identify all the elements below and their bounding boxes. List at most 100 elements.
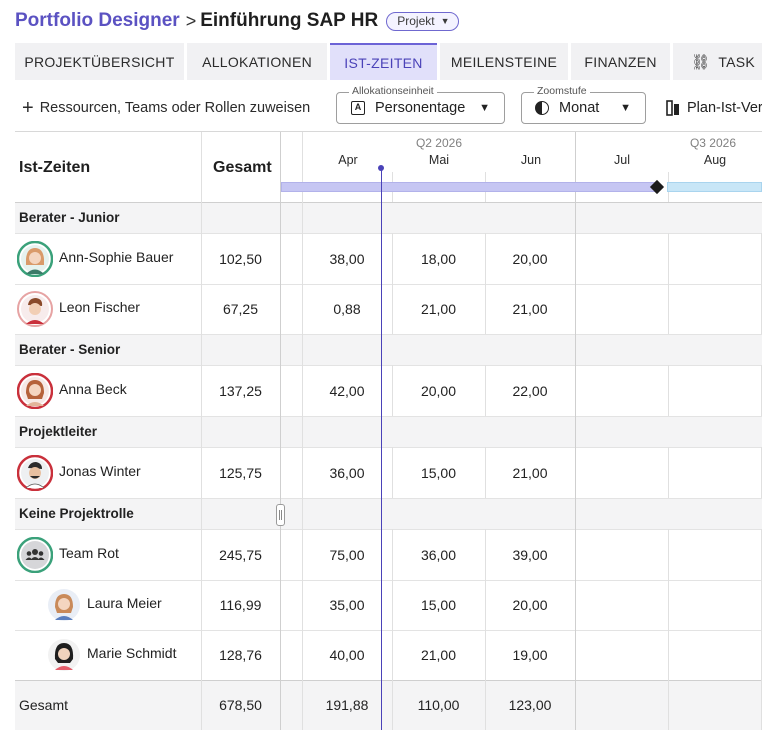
person-name[interactable]: Marie Schmidt — [87, 645, 177, 661]
month-label: Mai — [428, 153, 450, 167]
month-cell[interactable]: 22,00 — [512, 383, 548, 399]
month-cell[interactable]: 15,00 — [420, 597, 457, 613]
group-title: Berater - Junior — [19, 210, 120, 225]
column-title-gesamt: Gesamt — [213, 159, 272, 176]
dropdown-arrow-icon: ▼ — [479, 102, 490, 114]
avatar — [46, 637, 82, 673]
group-row[interactable]: Berater - Junior — [15, 202, 762, 233]
allocation-unit-label: Allokationseinheit — [349, 85, 437, 97]
avatar — [16, 372, 54, 410]
today-marker — [378, 165, 384, 171]
month-cell[interactable]: 21,00 — [420, 647, 457, 663]
month-cell[interactable]: 20,00 — [512, 597, 548, 613]
month-cell[interactable]: 40,00 — [329, 647, 365, 663]
tab-projektuebersicht[interactable]: PROJEKTÜBERSICHT — [15, 43, 184, 80]
actuals-grid: Berater - Junior Berater - Senior Projek… — [15, 131, 762, 730]
tab-label: PROJEKTÜBERSICHT — [24, 53, 175, 70]
project-type-badge[interactable]: Projekt ▼ — [386, 11, 459, 31]
tab-finanzen[interactable]: FINANZEN — [571, 43, 670, 80]
person-name[interactable]: Laura Meier — [87, 595, 162, 611]
breadcrumb: Portfolio Designer > Einführung SAP HR P… — [15, 8, 459, 34]
badge-label: Projekt — [397, 13, 435, 28]
month-cell[interactable]: 35,00 — [329, 597, 365, 613]
group-title: Berater - Senior — [19, 342, 121, 357]
total-cell: 128,76 — [219, 647, 262, 663]
month-cell[interactable]: 38,00 — [329, 251, 365, 267]
month-cell[interactable]: 0,88 — [333, 301, 361, 317]
group-title: Keine Projektrolle — [19, 506, 134, 521]
pane-splitter-handle[interactable] — [276, 504, 285, 526]
month-label: Aug — [703, 153, 727, 167]
footer-month-cell: 191,88 — [325, 697, 369, 713]
avatar — [17, 291, 53, 327]
tab-label: ALLOKATIONEN — [202, 53, 312, 70]
tab-bar: PROJEKTÜBERSICHT ALLOKATIONEN IST-ZEITEN… — [15, 43, 762, 80]
person-name[interactable]: Ann-Sophie Bauer — [59, 249, 174, 265]
column-title-ist-zeiten: Ist-Zeiten — [19, 159, 91, 176]
tab-allokationen[interactable]: ALLOKATIONEN — [186, 43, 328, 80]
footer-month-cell: 110,00 — [417, 697, 460, 713]
tab-meilensteine[interactable]: MEILENSTEINE — [439, 43, 569, 80]
allocation-unit-value: Personentage — [375, 100, 466, 116]
total-cell: 102,50 — [219, 251, 262, 267]
footer-month-cell: 123,00 — [508, 697, 552, 713]
month-cell[interactable]: 19,00 — [512, 647, 548, 663]
portfolio-designer-link[interactable]: Portfolio Designer — [15, 10, 180, 31]
group-row[interactable]: Keine Projektrolle — [15, 498, 762, 529]
zoom-value: Monat — [559, 100, 600, 116]
month-label: Jun — [520, 153, 542, 167]
assign-label: Ressourcen, Teams oder Rollen zuweisen — [39, 100, 311, 116]
month-cell[interactable]: 15,00 — [420, 465, 457, 481]
month-cell[interactable]: 21,00 — [420, 301, 457, 317]
total-cell: 245,75 — [219, 547, 262, 563]
person-name[interactable]: Anna Beck — [59, 381, 127, 397]
person-name[interactable]: Jonas Winter — [59, 463, 141, 479]
tab-label: MEILENSTEINE — [450, 53, 558, 70]
project-timeline-bar-future — [667, 182, 762, 192]
dropdown-arrow-icon: ▼ — [620, 102, 631, 114]
zoom-select[interactable]: Zoomstufe Monat ▼ — [521, 85, 646, 124]
person-name[interactable]: Leon Fischer — [59, 299, 140, 315]
month-cell[interactable]: 21,00 — [512, 465, 548, 481]
assign-resources-button[interactable]: + Ressourcen, Teams oder Rollen zuweisen — [22, 96, 310, 120]
month-cell[interactable]: 18,00 — [420, 251, 457, 267]
month-cell[interactable]: 75,00 — [329, 547, 365, 563]
link-icon: ⛓ — [691, 53, 711, 71]
zoom-label: Zoomstufe — [534, 85, 590, 97]
month-cell[interactable]: 36,00 — [329, 465, 365, 481]
tab-ist-zeiten[interactable]: IST-ZEITEN — [330, 43, 437, 80]
month-cell[interactable]: 36,00 — [420, 547, 457, 563]
quarter-label: Q2 2026 — [415, 136, 463, 150]
avatar — [16, 454, 54, 492]
compare-icon — [666, 100, 679, 116]
total-cell: 137,25 — [219, 383, 262, 399]
total-cell: 116,99 — [219, 597, 262, 613]
project-timeline-bar[interactable] — [281, 182, 657, 192]
plan-ist-label: Plan-Ist-Ver — [687, 100, 762, 116]
month-cell[interactable]: 42,00 — [329, 383, 365, 399]
tab-label: TASK — [718, 53, 756, 70]
today-line — [381, 167, 382, 730]
month-cell[interactable]: 20,00 — [420, 383, 457, 399]
month-cell[interactable]: 21,00 — [512, 301, 548, 317]
group-row[interactable]: Berater - Senior — [15, 334, 762, 365]
team-avatar — [16, 536, 54, 574]
plan-ist-button[interactable]: Plan-Ist-Ver — [666, 96, 762, 120]
group-title: Projektleiter — [19, 424, 98, 439]
allocation-unit-select[interactable]: Allokationseinheit A Personentage ▼ — [336, 85, 505, 124]
group-row[interactable]: Projektleiter — [15, 416, 762, 447]
total-cell: 125,75 — [219, 465, 262, 481]
avatar — [46, 587, 82, 623]
plus-icon: + — [22, 96, 34, 119]
month-cell[interactable]: 20,00 — [512, 251, 548, 267]
month-cell[interactable]: 39,00 — [512, 547, 548, 563]
footer-label: Gesamt — [19, 697, 69, 713]
page-title: Einführung SAP HR — [200, 10, 379, 31]
month-label: Jul — [614, 153, 630, 167]
total-row — [15, 680, 762, 730]
team-name[interactable]: Team Rot — [59, 545, 119, 561]
caret-down-icon: ▼ — [440, 15, 450, 26]
tab-task[interactable]: ⛓ TASK — [673, 43, 762, 80]
half-circle-icon — [535, 101, 549, 115]
tab-label: IST-ZEITEN — [344, 54, 423, 71]
